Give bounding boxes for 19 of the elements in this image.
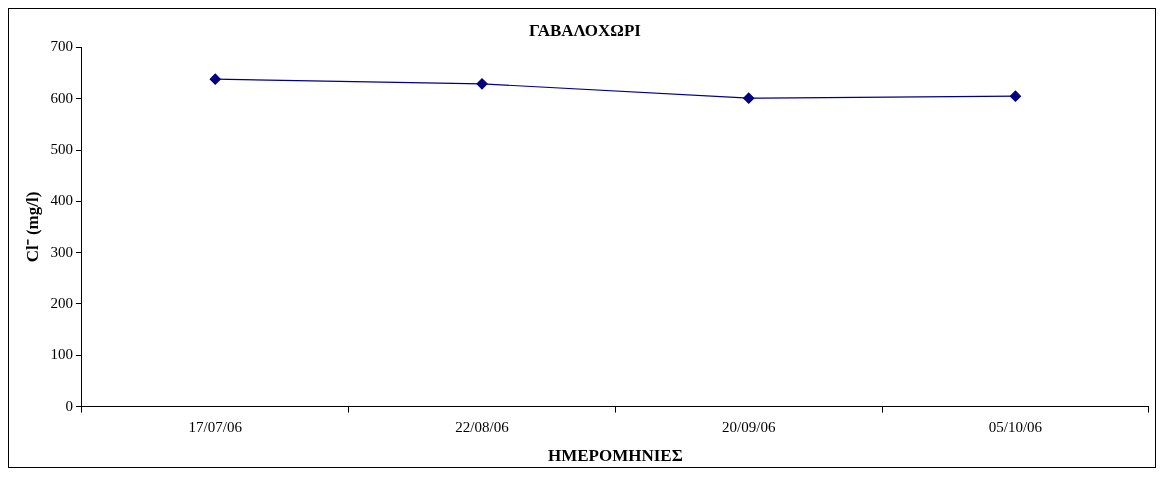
x-tick-label: 05/10/06 <box>988 418 1043 435</box>
x-tick-label: 20/09/06 <box>722 418 776 435</box>
y-tick-label: 500 <box>50 140 73 157</box>
y-tick-label: 0 <box>65 397 73 414</box>
point <box>476 78 488 90</box>
y-axis-title: Cl⁻ (mg/l) <box>22 191 42 263</box>
y-tick-label: 700 <box>50 38 73 55</box>
y-tick-label: 200 <box>50 294 73 311</box>
x-tick-label: 17/07/06 <box>188 418 243 435</box>
x-tick-label: 22/08/06 <box>455 418 510 435</box>
chart-title: ΓΑΒΑΛΟΧΩΡΙ <box>529 20 642 40</box>
x-axis-title: ΗΜΕΡΟΜΗΝΙΕΣ <box>547 446 683 466</box>
y-tick-label: 100 <box>50 346 73 363</box>
point <box>1009 90 1022 102</box>
y-tick-label: 400 <box>50 192 73 209</box>
y-tick-label: 600 <box>50 89 73 106</box>
point <box>209 73 221 85</box>
point <box>743 92 755 104</box>
y-tick-label: 300 <box>50 243 73 260</box>
